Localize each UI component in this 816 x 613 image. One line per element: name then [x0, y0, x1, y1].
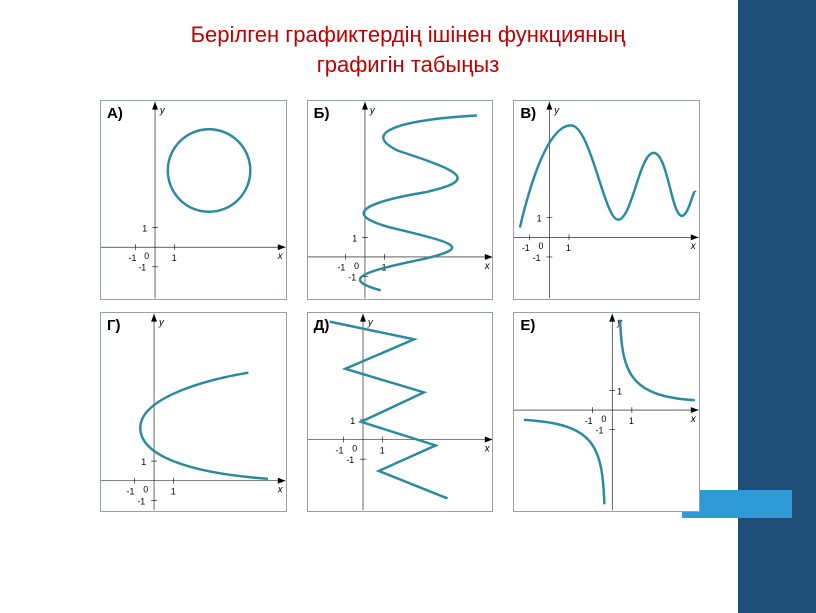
svg-text:1: 1 — [141, 457, 146, 467]
pos1-x: 1 — [172, 253, 177, 263]
title-line-1: Берілген графиктердің ішінен функцияның — [191, 22, 626, 47]
svg-text:0: 0 — [352, 443, 357, 453]
svg-text:x: x — [483, 261, 490, 272]
panel-e-label: Д) — [314, 317, 330, 334]
panel-b-label: Б) — [314, 105, 330, 122]
panel-c-label: В) — [520, 105, 536, 122]
x-label: x — [277, 251, 284, 262]
pos1-y: 1 — [142, 223, 147, 233]
panel-f-axes: y x 0 -1 1 1 -1 — [514, 314, 699, 510]
svg-text:x: x — [690, 414, 697, 425]
svg-text:-1: -1 — [348, 273, 356, 283]
svg-text:1: 1 — [171, 487, 176, 497]
curve-c — [520, 125, 696, 227]
panel-c: В) y x 0 -1 1 1 -1 — [513, 100, 700, 300]
svg-text:y: y — [158, 318, 165, 329]
panel-b-axes: y x 0 -1 1 1 -1 — [308, 102, 493, 298]
curve-e — [329, 322, 447, 499]
panel-d-label: Г) — [107, 317, 121, 334]
svg-text:1: 1 — [350, 416, 355, 426]
svg-text:-1: -1 — [127, 487, 135, 497]
panel-a: А) y x 0 -1 1 1 -1 — [100, 100, 287, 300]
svg-text:1: 1 — [629, 416, 634, 426]
curve-f-bot — [524, 420, 605, 504]
svg-text:y: y — [554, 106, 561, 117]
panel-f: Е) y x 0 -1 1 1 -1 — [513, 312, 700, 512]
panel-e-svg: y x 0 -1 1 1 -1 — [308, 313, 493, 511]
panel-d-axes: y x 0 -1 1 1 -1 — [101, 314, 286, 510]
svg-text:1: 1 — [352, 233, 357, 243]
svg-text:1: 1 — [379, 445, 384, 455]
svg-text:0: 0 — [539, 241, 544, 251]
curve-circle — [168, 129, 251, 212]
svg-text:-1: -1 — [522, 243, 530, 253]
curve-b — [360, 116, 477, 291]
svg-text:-1: -1 — [346, 455, 354, 465]
curve-d — [140, 373, 268, 479]
svg-text:0: 0 — [354, 261, 359, 271]
svg-text:-1: -1 — [137, 496, 145, 506]
svg-text:-1: -1 — [596, 426, 604, 436]
svg-text:x: x — [483, 443, 490, 454]
svg-text:-1: -1 — [335, 445, 343, 455]
title-line-2: графигін табыңыз — [317, 52, 500, 77]
svg-text:0: 0 — [602, 414, 607, 424]
svg-text:y: y — [369, 106, 376, 117]
panel-b-svg: y x 0 -1 1 1 -1 — [308, 101, 493, 299]
svg-text:y: y — [367, 318, 374, 329]
panel-a-svg: y x 0 -1 1 1 -1 — [101, 101, 286, 299]
panel-d-svg: y x 0 -1 1 1 -1 — [101, 313, 286, 511]
panel-c-svg: y x 0 -1 1 1 -1 — [514, 101, 699, 299]
panel-e: Д) y x 0 -1 1 1 -1 — [307, 312, 494, 512]
svg-text:-1: -1 — [533, 253, 541, 263]
chart-grid: А) y x 0 -1 1 1 -1 — [100, 100, 700, 512]
y-label: y — [159, 106, 166, 117]
svg-text:1: 1 — [537, 214, 542, 224]
svg-text:0: 0 — [143, 485, 148, 495]
svg-text:x: x — [690, 241, 697, 252]
svg-text:-1: -1 — [585, 416, 593, 426]
svg-text:1: 1 — [617, 386, 622, 396]
neg1-x: -1 — [129, 253, 137, 263]
curve-f-top — [620, 320, 695, 401]
panel-d: Г) y x 0 -1 1 1 -1 — [100, 312, 287, 512]
page-title: Берілген графиктердің ішінен функцияның … — [0, 0, 816, 79]
svg-text:x: x — [277, 485, 284, 496]
panel-b: Б) y x 0 -1 1 1 -1 — [307, 100, 494, 300]
panel-f-label: Е) — [520, 317, 535, 334]
panel-f-svg: y x 0 -1 1 1 -1 — [514, 313, 699, 511]
neg1-y: -1 — [138, 263, 146, 273]
origin-label: 0 — [144, 251, 149, 261]
svg-text:-1: -1 — [337, 263, 345, 273]
sidebar-dark — [738, 0, 816, 613]
svg-text:1: 1 — [566, 243, 571, 253]
panel-a-label: А) — [107, 105, 123, 122]
